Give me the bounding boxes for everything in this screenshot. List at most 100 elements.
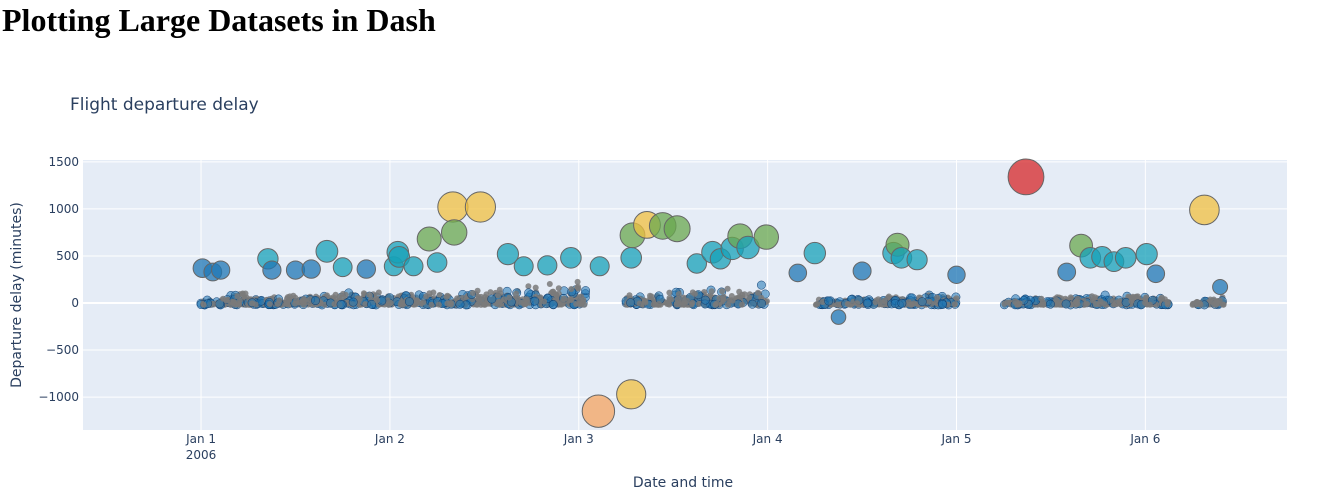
dense-point bbox=[1073, 301, 1079, 308]
dense-point bbox=[311, 296, 320, 306]
dense-point bbox=[523, 296, 530, 303]
dense-point bbox=[444, 300, 451, 307]
dense-point bbox=[1146, 301, 1153, 308]
scatter-point-19[interactable] bbox=[496, 243, 519, 266]
page-heading: Plotting Large Datasets in Dash bbox=[2, 2, 436, 38]
scatter-point-15[interactable] bbox=[426, 252, 448, 273]
dense-point bbox=[1045, 299, 1055, 309]
scatter-point-8[interactable] bbox=[332, 257, 353, 278]
scatter-point-21[interactable] bbox=[537, 255, 558, 276]
dense-point bbox=[934, 294, 941, 301]
scatter-point-56[interactable] bbox=[1212, 279, 1229, 295]
scatter-point-18[interactable] bbox=[464, 191, 496, 223]
x-tick-label: Jan 6 bbox=[1129, 432, 1160, 446]
dense-point bbox=[819, 299, 826, 305]
dense-point bbox=[548, 299, 558, 309]
dense-point bbox=[366, 292, 373, 298]
dense-point bbox=[636, 300, 643, 307]
dense-point bbox=[525, 283, 532, 290]
dense-point bbox=[862, 298, 872, 308]
scatter-point-20[interactable] bbox=[513, 256, 534, 277]
dense-point bbox=[430, 289, 437, 296]
dense-point bbox=[330, 294, 337, 301]
scatter-point-12[interactable] bbox=[388, 246, 411, 268]
dense-point bbox=[482, 301, 489, 308]
dense-point bbox=[917, 297, 927, 307]
scatter-point-16[interactable] bbox=[437, 191, 469, 223]
scatter-point-9[interactable] bbox=[356, 259, 376, 279]
dense-point bbox=[276, 297, 283, 304]
dense-point bbox=[691, 290, 698, 297]
scatter-point-31[interactable] bbox=[686, 253, 707, 274]
dense-point bbox=[374, 297, 381, 304]
dense-point bbox=[444, 292, 451, 299]
dense-point bbox=[1129, 293, 1136, 300]
dense-point bbox=[367, 299, 377, 309]
scatter-point-37[interactable] bbox=[753, 224, 779, 250]
dense-point bbox=[656, 301, 662, 307]
dense-point bbox=[300, 301, 307, 308]
dense-point bbox=[234, 293, 241, 300]
chart-title: Flight departure delay bbox=[70, 95, 259, 115]
dense-point bbox=[576, 300, 583, 307]
dense-point bbox=[348, 297, 358, 307]
dense-point bbox=[926, 298, 933, 305]
scatter-point-14[interactable] bbox=[416, 226, 442, 252]
y-tick-label: −500 bbox=[46, 343, 79, 357]
scatter-point-6[interactable] bbox=[301, 259, 321, 279]
scatter-point-2[interactable] bbox=[211, 260, 231, 280]
dense-point bbox=[360, 290, 367, 297]
dense-point bbox=[336, 293, 343, 300]
dense-point bbox=[675, 291, 682, 298]
scatter-point-24[interactable] bbox=[581, 394, 616, 428]
scatter-point-40[interactable] bbox=[852, 261, 872, 281]
dense-point bbox=[844, 301, 851, 307]
y-tick-label: 1500 bbox=[48, 155, 79, 169]
dense-point bbox=[712, 301, 719, 308]
scatter-point-39[interactable] bbox=[803, 241, 826, 265]
dense-point bbox=[483, 291, 490, 298]
scatter-point-23[interactable] bbox=[589, 256, 610, 277]
scatter-point-45[interactable] bbox=[947, 265, 966, 284]
dense-point bbox=[938, 300, 948, 309]
dense-point bbox=[435, 301, 442, 308]
dense-point bbox=[626, 298, 636, 308]
scatter-point-54[interactable] bbox=[1146, 264, 1166, 284]
scatter-point-27[interactable] bbox=[620, 246, 643, 269]
dense-point bbox=[951, 301, 958, 308]
scatter-point-13[interactable] bbox=[403, 256, 424, 277]
scatter-point-25[interactable] bbox=[616, 379, 647, 410]
x-tick-label: Jan 5 bbox=[941, 432, 972, 446]
scatter-point-46[interactable] bbox=[1007, 158, 1045, 196]
dense-point bbox=[404, 297, 414, 307]
dense-point bbox=[1128, 298, 1135, 305]
dense-point bbox=[1220, 301, 1227, 308]
scatter-point-30[interactable] bbox=[663, 215, 691, 243]
scatter-point-17[interactable] bbox=[441, 219, 468, 246]
dense-point bbox=[908, 301, 915, 308]
x-tick-label: Jan 4 bbox=[752, 432, 783, 446]
dense-point bbox=[574, 278, 581, 285]
scatter-point-53[interactable] bbox=[1135, 243, 1158, 266]
y-tick-label: 500 bbox=[56, 249, 79, 263]
dense-point bbox=[824, 296, 834, 306]
scatter-point-57[interactable] bbox=[830, 309, 847, 325]
scatter-point-22[interactable] bbox=[560, 246, 582, 269]
scatter-point-4[interactable] bbox=[262, 260, 282, 280]
dense-point bbox=[666, 289, 673, 296]
dense-point bbox=[565, 297, 572, 304]
dense-point bbox=[689, 299, 696, 306]
dense-point bbox=[739, 301, 745, 308]
scatter-point-38[interactable] bbox=[788, 263, 808, 283]
dense-point bbox=[1082, 301, 1089, 308]
scatter-point-44[interactable] bbox=[906, 249, 928, 271]
scatter-points-layer bbox=[192, 158, 1229, 428]
scatter-point-52[interactable] bbox=[1114, 246, 1137, 269]
dense-point bbox=[1061, 299, 1071, 309]
scatter-point-47[interactable] bbox=[1057, 262, 1077, 282]
dense-point bbox=[668, 296, 675, 303]
scatter-point-7[interactable] bbox=[315, 239, 339, 263]
scatter-point-55[interactable] bbox=[1189, 194, 1220, 226]
dense-point bbox=[568, 286, 575, 292]
